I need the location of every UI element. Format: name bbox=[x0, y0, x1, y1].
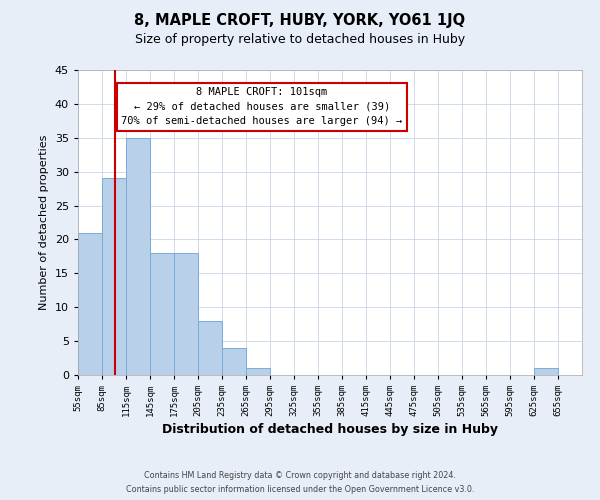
Bar bbox=[534, 368, 558, 375]
Bar bbox=[174, 253, 198, 375]
Bar bbox=[198, 321, 222, 375]
Bar bbox=[126, 138, 150, 375]
Text: Size of property relative to detached houses in Huby: Size of property relative to detached ho… bbox=[135, 32, 465, 46]
Text: 8 MAPLE CROFT: 101sqm
← 29% of detached houses are smaller (39)
70% of semi-deta: 8 MAPLE CROFT: 101sqm ← 29% of detached … bbox=[121, 87, 403, 126]
Y-axis label: Number of detached properties: Number of detached properties bbox=[39, 135, 49, 310]
Bar bbox=[150, 253, 174, 375]
Bar bbox=[78, 232, 102, 375]
Text: Contains HM Land Registry data © Crown copyright and database right 2024.
Contai: Contains HM Land Registry data © Crown c… bbox=[126, 472, 474, 494]
Text: 8, MAPLE CROFT, HUBY, YORK, YO61 1JQ: 8, MAPLE CROFT, HUBY, YORK, YO61 1JQ bbox=[134, 12, 466, 28]
Bar bbox=[222, 348, 246, 375]
Bar bbox=[246, 368, 270, 375]
X-axis label: Distribution of detached houses by size in Huby: Distribution of detached houses by size … bbox=[162, 423, 498, 436]
Bar bbox=[102, 178, 126, 375]
